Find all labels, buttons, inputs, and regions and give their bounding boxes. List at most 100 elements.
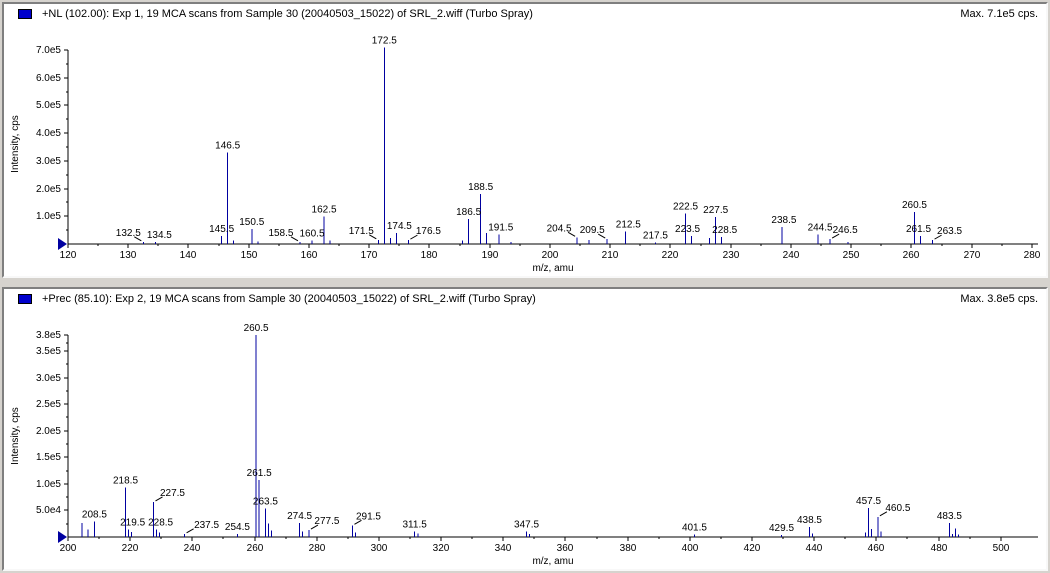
pane-select-icon[interactable] xyxy=(18,294,32,304)
x-tick-label: 220 xyxy=(662,250,679,261)
peak-label-leader xyxy=(934,234,942,240)
peak-label: 438.5 xyxy=(797,515,822,526)
peak-label: 222.5 xyxy=(673,202,698,213)
peak-label: 219.5 xyxy=(120,518,145,529)
x-tick-label: 170 xyxy=(361,250,378,261)
x-tick-label: 340 xyxy=(495,543,512,554)
max-intensity-label: Max. 7.1e5 cps. xyxy=(960,8,1038,20)
peak-label-leader xyxy=(369,234,377,240)
peak-label: 150.5 xyxy=(239,217,264,228)
peak-label-leader xyxy=(879,511,888,517)
y-tick-label: 2.0e5 xyxy=(36,426,61,437)
spectrum-pane-1: +NL (102.00): Exp 1, 19 MCA scans from S… xyxy=(2,2,1048,278)
x-tick-label: 260 xyxy=(247,543,264,554)
spectrum-plot-1[interactable]: 7.0e5 6.0e5 5.0e5 4.0e5 3.0e5 2.0e5 1.0e5 120 13… xyxy=(4,4,1046,276)
peak-label: 176.5 xyxy=(416,226,441,237)
x-tick-label: 260 xyxy=(903,250,920,261)
x-tick-label: 180 xyxy=(421,250,438,261)
peak-label: 238.5 xyxy=(771,215,796,226)
peak-label: 244.5 xyxy=(808,222,833,233)
x-tick-label: 160 xyxy=(301,250,318,261)
x-tick-label: 320 xyxy=(433,543,450,554)
peak-label: 227.5 xyxy=(160,488,185,499)
peak-label-leader xyxy=(155,496,163,502)
y-tick-label: 2.0e5 xyxy=(36,184,61,195)
peak-label: 172.5 xyxy=(372,35,397,46)
peak-label: 260.5 xyxy=(244,323,269,334)
y-tick-label: 2.5e5 xyxy=(36,399,61,410)
peak-label-leader xyxy=(354,519,362,525)
peak-label: 217.5 xyxy=(643,230,668,241)
peak-label: 263.5 xyxy=(937,226,962,237)
spectrum-plot-2[interactable]: 3.8e5 3.5e5 3.0e5 2.5e5 2.0e5 1.5e5 1.0e5 5.0e4… xyxy=(4,289,1046,569)
peak-label: 209.5 xyxy=(580,225,605,236)
y-tick-label: 3.0e5 xyxy=(36,156,61,167)
x-tick-label: 200 xyxy=(60,543,77,554)
axes xyxy=(64,334,1038,541)
x-axis-title: m/z, amu xyxy=(532,263,573,274)
x-tick-label: 240 xyxy=(783,250,800,261)
peak-label-leader xyxy=(831,233,840,239)
y-tick-label: 3.8e5 xyxy=(36,330,61,341)
peak-label-leader xyxy=(310,524,319,530)
x-tick-label: 500 xyxy=(993,543,1010,554)
peak-label: 311.5 xyxy=(403,520,428,531)
peak-label: 227.5 xyxy=(703,205,728,216)
peak-label: 291.5 xyxy=(356,511,381,522)
peak-label: 277.5 xyxy=(314,516,339,527)
y-axis-title: Intensity, cps xyxy=(10,407,21,465)
peak-label: 134.5 xyxy=(147,230,172,241)
peak-bars xyxy=(142,47,934,244)
peak-label: 228.5 xyxy=(148,518,173,529)
peak-labels: 132.5 134.5 145.5 146.5 150.5 158.5 160.5 162.5… xyxy=(116,35,963,241)
spectrum-pane-2: +Prec (85.10): Exp 2, 19 MCA scans from … xyxy=(2,287,1048,571)
x-tick-label: 150 xyxy=(241,250,258,261)
x-axis-title: m/z, amu xyxy=(532,556,573,567)
peak-label: 237.5 xyxy=(194,520,219,531)
y-tick-label: 7.0e5 xyxy=(36,45,61,56)
axis-origin-marker xyxy=(58,238,67,250)
x-tick-label: 460 xyxy=(868,543,885,554)
y-tick-label: 6.0e5 xyxy=(36,73,61,84)
peak-label: 246.5 xyxy=(833,225,858,236)
peak-label: 460.5 xyxy=(885,503,910,514)
peak-label: 263.5 xyxy=(253,496,278,507)
x-tick-label: 210 xyxy=(602,250,619,261)
x-tick-label: 270 xyxy=(964,250,981,261)
peak-label: 347.5 xyxy=(514,520,539,531)
x-tick-label: 380 xyxy=(620,543,637,554)
peak-label: 171.5 xyxy=(349,226,374,237)
peak-label: 429.5 xyxy=(769,523,794,534)
x-tick-label: 440 xyxy=(806,543,823,554)
y-tick-label: 4.0e5 xyxy=(36,128,61,139)
y-tick-label: 1.5e5 xyxy=(36,452,61,463)
spectrum-title: +NL (102.00): Exp 1, 19 MCA scans from S… xyxy=(42,8,533,20)
x-tick-label: 480 xyxy=(931,543,948,554)
pane-select-icon[interactable] xyxy=(18,9,32,19)
peak-label: 212.5 xyxy=(616,220,641,231)
peak-label: 186.5 xyxy=(456,207,481,218)
peak-label: 218.5 xyxy=(113,476,138,487)
x-tick-label: 360 xyxy=(557,543,574,554)
x-tick-label: 250 xyxy=(843,250,860,261)
x-tick-label: 190 xyxy=(482,250,499,261)
y-tick-label: 3.5e5 xyxy=(36,346,61,357)
peak-label: 188.5 xyxy=(468,182,493,193)
peak-label-leader xyxy=(410,234,418,240)
y-tick-label: 5.0e5 xyxy=(36,100,61,111)
peak-label: 191.5 xyxy=(488,222,513,233)
x-tick-label: 420 xyxy=(744,543,761,554)
x-tick-label: 240 xyxy=(184,543,201,554)
peak-label: 208.5 xyxy=(82,510,107,521)
axes xyxy=(64,49,1038,248)
peak-label: 146.5 xyxy=(215,141,240,152)
peak-label-leader xyxy=(567,231,576,237)
x-tick-label: 140 xyxy=(180,250,197,261)
x-tick-label: 400 xyxy=(682,543,699,554)
spectrum-pane-2-header: +Prec (85.10): Exp 2, 19 MCA scans from … xyxy=(4,289,1046,309)
y-axis-title: Intensity, cps xyxy=(10,115,21,173)
y-tick-label: 5.0e4 xyxy=(36,505,61,516)
peak-label: 260.5 xyxy=(902,200,927,211)
x-tick-label: 300 xyxy=(371,543,388,554)
